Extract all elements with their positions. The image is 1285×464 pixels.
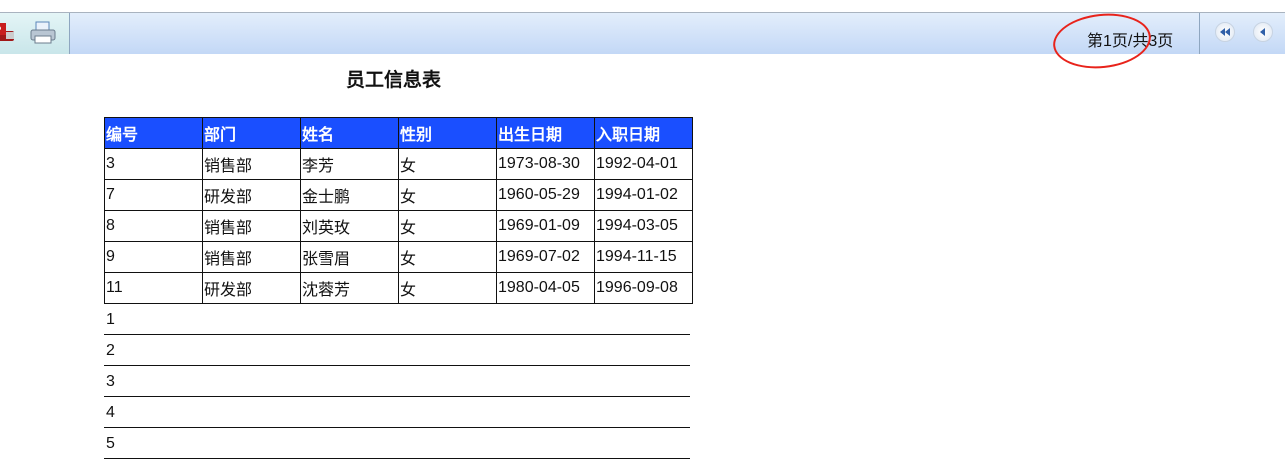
table-row: 8 销售部 刘英玫女 1969-01-09 1994-03-05	[104, 210, 693, 242]
numbered-line: 2	[104, 336, 690, 366]
first-page-icon	[1220, 28, 1230, 36]
table-cell: 9	[104, 241, 203, 273]
table-cell: 女	[398, 272, 497, 304]
print-icon[interactable]	[30, 21, 56, 45]
table-cell: 研发部	[202, 272, 301, 304]
table-cell: 7	[104, 179, 203, 211]
table-cell: 1996-09-08	[594, 272, 693, 304]
numbered-line: 1	[104, 305, 690, 335]
column-header: 入职日期	[594, 117, 693, 149]
toolbar-divider	[1199, 13, 1200, 54]
table-header-row: 编号 部门 姓名 性别 出生日期 入职日期	[104, 117, 693, 149]
table-cell: 张雪眉	[300, 241, 399, 273]
table-cell: 女	[398, 210, 497, 242]
column-header: 出生日期	[496, 117, 595, 149]
table-row: 7 研发部 金士鹏女 1960-05-29 1994-01-02	[104, 179, 693, 211]
report-title: 员工信息表	[346, 69, 442, 91]
column-header: 性别	[398, 117, 497, 149]
table-cell: 8	[104, 210, 203, 242]
previous-page-button[interactable]	[1253, 22, 1273, 42]
table-cell: 1994-11-15	[594, 241, 693, 273]
table-cell: 1992-04-01	[594, 148, 693, 180]
first-page-button[interactable]	[1215, 22, 1235, 42]
table-cell: 1994-03-05	[594, 210, 693, 242]
table-cell: 1973-08-30	[496, 148, 595, 180]
table-cell: 金士鹏	[300, 179, 399, 211]
numbered-line: 4	[104, 398, 690, 428]
page-indicator: 第1页/共3页	[1087, 33, 1174, 50]
table-row: 11 研发部 沈蓉芳女 1980-04-05 1996-09-08	[104, 272, 693, 304]
table-row: 9 销售部 张雪眉女 1969-07-02 1994-11-15	[104, 241, 693, 273]
table-cell: 销售部	[202, 210, 301, 242]
employee-table: 编号 部门 姓名 性别 出生日期 入职日期 3 销售部 李芳女 1973-08-30 1992-0…	[104, 117, 693, 304]
table-row: 3 销售部 李芳女 1973-08-30 1992-04-01	[104, 148, 693, 180]
table-cell: 李芳	[300, 148, 399, 180]
table-cell: 女	[398, 148, 497, 180]
table-cell: 1960-05-29	[496, 179, 595, 211]
column-header: 部门	[202, 117, 301, 149]
report-toolbar: P 第1页/共3页	[0, 12, 1285, 54]
column-header: 编号	[104, 117, 203, 149]
table-cell: 销售部	[202, 148, 301, 180]
column-header: 姓名	[300, 117, 399, 149]
table-cell: 女	[398, 179, 497, 211]
table-cell: 销售部	[202, 241, 301, 273]
table-cell: 1969-01-09	[496, 210, 595, 242]
table-cell: 刘英玫	[300, 210, 399, 242]
table-cell: 3	[104, 148, 203, 180]
table-cell: 1980-04-05	[496, 272, 595, 304]
table-cell: 沈蓉芳	[300, 272, 399, 304]
table-cell: 1994-01-02	[594, 179, 693, 211]
pdf-export-icon[interactable]: P	[0, 23, 16, 43]
numbered-line: 3	[104, 367, 690, 397]
previous-page-icon	[1260, 28, 1265, 36]
svg-text:P: P	[0, 25, 1, 36]
table-cell: 11	[104, 272, 203, 304]
numbered-line: 5	[104, 429, 690, 459]
table-cell: 研发部	[202, 179, 301, 211]
toolbar-export-section: P	[0, 13, 70, 54]
table-cell: 1969-07-02	[496, 241, 595, 273]
table-cell: 女	[398, 241, 497, 273]
